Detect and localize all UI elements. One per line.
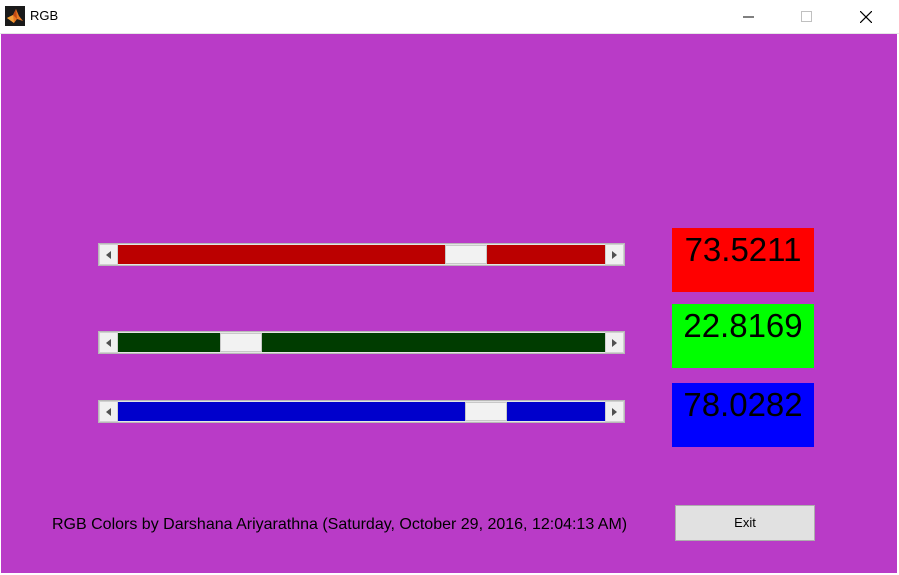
arrow-right-icon: [612, 408, 617, 416]
green-slider-track[interactable]: [118, 333, 605, 352]
blue-slider[interactable]: [98, 400, 625, 423]
arrow-left-icon: [106, 408, 111, 416]
exit-button[interactable]: Exit: [675, 505, 815, 541]
red-slider[interactable]: [98, 243, 625, 266]
close-button[interactable]: [843, 0, 889, 33]
blue-slider-left-arrow[interactable]: [99, 401, 118, 422]
minimize-icon: [743, 16, 754, 18]
credits-label: RGB Colors by Darshana Ariyarathna (Satu…: [52, 516, 628, 533]
green-slider-thumb[interactable]: [220, 333, 262, 352]
arrow-left-icon: [106, 339, 111, 347]
green-value-box: 22.8169: [672, 304, 814, 368]
green-value-text: 22.8169: [683, 307, 803, 344]
figure-area: 73.5211 22.8169 78.0282 RGB Colors by Da…: [1, 34, 897, 573]
arrow-right-icon: [612, 251, 617, 259]
arrow-left-icon: [106, 251, 111, 259]
blue-value-box: 78.0282: [672, 383, 814, 447]
blue-value-text: 78.0282: [683, 386, 803, 423]
maximize-icon: [801, 11, 812, 22]
red-value-box: 73.5211: [672, 228, 814, 292]
window-title: RGB: [30, 8, 59, 23]
close-icon: [860, 11, 872, 23]
red-slider-right-arrow[interactable]: [605, 244, 624, 265]
title-bar: RGB: [0, 0, 899, 34]
minimize-button[interactable]: [726, 0, 772, 33]
maximize-button[interactable]: [784, 0, 830, 33]
green-slider[interactable]: [98, 331, 625, 354]
red-slider-thumb[interactable]: [445, 245, 487, 264]
arrow-right-icon: [612, 339, 617, 347]
red-value-text: 73.5211: [684, 231, 802, 268]
green-slider-left-arrow[interactable]: [99, 332, 118, 353]
matlab-logo-icon: [5, 6, 25, 26]
red-slider-left-arrow[interactable]: [99, 244, 118, 265]
blue-slider-right-arrow[interactable]: [605, 401, 624, 422]
green-slider-right-arrow[interactable]: [605, 332, 624, 353]
blue-slider-track[interactable]: [118, 402, 605, 421]
red-slider-track[interactable]: [118, 245, 605, 264]
blue-slider-thumb[interactable]: [465, 402, 507, 421]
